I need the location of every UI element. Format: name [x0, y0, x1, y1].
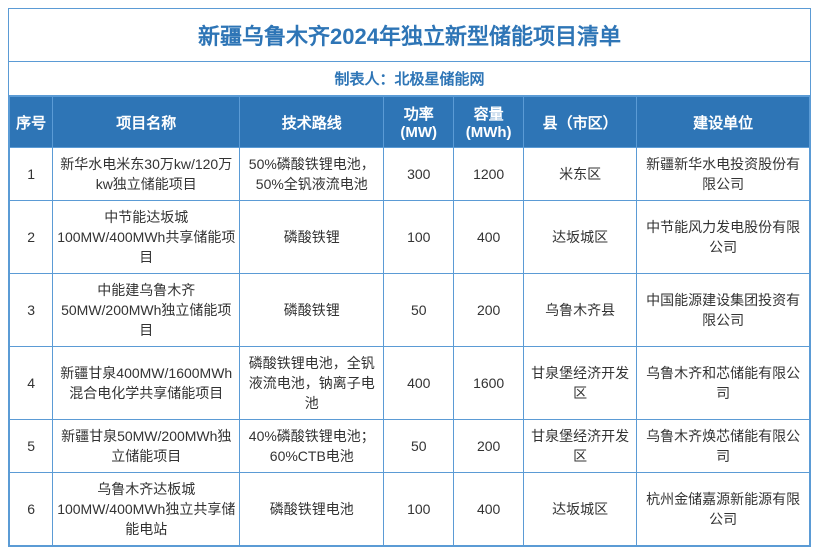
cell-county: 乌鲁木齐县 — [524, 274, 637, 347]
cell-name: 新疆甘泉50MW/200MWh独立储能项目 — [53, 420, 240, 473]
table-row: 6乌鲁木齐达板城100MW/400MWh独立共享储能电站磷酸铁锂电池100400… — [10, 473, 810, 546]
author-line: 制表人：北极星储能网 — [9, 62, 810, 96]
cell-name: 中节能达坂城100MW/400MWh共享储能项目 — [53, 201, 240, 274]
cell-power: 50 — [384, 274, 454, 347]
cell-name: 新疆甘泉400MW/1600MWh混合电化学共享储能项目 — [53, 347, 240, 420]
cell-seq: 1 — [10, 148, 53, 201]
cell-county: 达坂城区 — [524, 473, 637, 546]
cell-seq: 6 — [10, 473, 53, 546]
table-row: 2中节能达坂城100MW/400MWh共享储能项目磷酸铁锂100400达坂城区中… — [10, 201, 810, 274]
cell-tech: 磷酸铁锂电池，全钒液流电池，钠离子电池 — [240, 347, 384, 420]
table-body: 1新华水电米东30万kw/120万kw独立储能项目50%磷酸铁锂电池，50%全钒… — [10, 148, 810, 546]
cell-unit: 杭州金储嘉源新能源有限公司 — [637, 473, 810, 546]
cell-seq: 5 — [10, 420, 53, 473]
cell-tech: 磷酸铁锂 — [240, 274, 384, 347]
cell-tech: 磷酸铁锂电池 — [240, 473, 384, 546]
cell-seq: 3 — [10, 274, 53, 347]
cell-cap: 1600 — [454, 347, 524, 420]
cell-tech: 50%磷酸铁锂电池，50%全钒液流电池 — [240, 148, 384, 201]
cell-cap: 400 — [454, 201, 524, 274]
cell-unit: 中国能源建设集团投资有限公司 — [637, 274, 810, 347]
cell-unit: 乌鲁木齐和芯储能有限公司 — [637, 347, 810, 420]
cell-name: 新华水电米东30万kw/120万kw独立储能项目 — [53, 148, 240, 201]
cell-power: 100 — [384, 473, 454, 546]
cell-power: 50 — [384, 420, 454, 473]
cell-cap: 200 — [454, 274, 524, 347]
col-header-county: 县（市区） — [524, 97, 637, 148]
cell-county: 甘泉堡经济开发区 — [524, 420, 637, 473]
col-header-unit: 建设单位 — [637, 97, 810, 148]
cell-power: 300 — [384, 148, 454, 201]
cell-cap: 400 — [454, 473, 524, 546]
cell-unit: 乌鲁木齐焕芯储能有限公司 — [637, 420, 810, 473]
cell-county: 米东区 — [524, 148, 637, 201]
cell-unit: 新疆新华水电投资股份有限公司 — [637, 148, 810, 201]
col-header-seq: 序号 — [10, 97, 53, 148]
cell-name: 乌鲁木齐达板城100MW/400MWh独立共享储能电站 — [53, 473, 240, 546]
table-header: 序号 项目名称 技术路线 功率(MW) 容量(MWh) 县（市区） 建设单位 — [10, 97, 810, 148]
table-container: 新疆乌鲁木齐2024年独立新型储能项目清单 制表人：北极星储能网 序号 项目名称… — [8, 8, 811, 547]
col-header-name: 项目名称 — [53, 97, 240, 148]
cell-seq: 4 — [10, 347, 53, 420]
cell-cap: 200 — [454, 420, 524, 473]
cell-name: 中能建乌鲁木齐50MW/200MWh独立储能项目 — [53, 274, 240, 347]
cell-power: 400 — [384, 347, 454, 420]
table-row: 4新疆甘泉400MW/1600MWh混合电化学共享储能项目磷酸铁锂电池，全钒液流… — [10, 347, 810, 420]
col-header-cap: 容量(MWh) — [454, 97, 524, 148]
col-header-tech: 技术路线 — [240, 97, 384, 148]
cell-county: 达坂城区 — [524, 201, 637, 274]
cell-power: 100 — [384, 201, 454, 274]
cell-tech: 磷酸铁锂 — [240, 201, 384, 274]
cell-seq: 2 — [10, 201, 53, 274]
cell-cap: 1200 — [454, 148, 524, 201]
cell-unit: 中节能风力发电股份有限公司 — [637, 201, 810, 274]
table-row: 5新疆甘泉50MW/200MWh独立储能项目40%磷酸铁锂电池；60%CTB电池… — [10, 420, 810, 473]
table-title: 新疆乌鲁木齐2024年独立新型储能项目清单 — [9, 9, 810, 62]
cell-tech: 40%磷酸铁锂电池；60%CTB电池 — [240, 420, 384, 473]
table-row: 3中能建乌鲁木齐50MW/200MWh独立储能项目磷酸铁锂50200乌鲁木齐县中… — [10, 274, 810, 347]
col-header-power: 功率(MW) — [384, 97, 454, 148]
projects-table: 序号 项目名称 技术路线 功率(MW) 容量(MWh) 县（市区） 建设单位 1… — [9, 96, 810, 546]
cell-county: 甘泉堡经济开发区 — [524, 347, 637, 420]
table-row: 1新华水电米东30万kw/120万kw独立储能项目50%磷酸铁锂电池，50%全钒… — [10, 148, 810, 201]
